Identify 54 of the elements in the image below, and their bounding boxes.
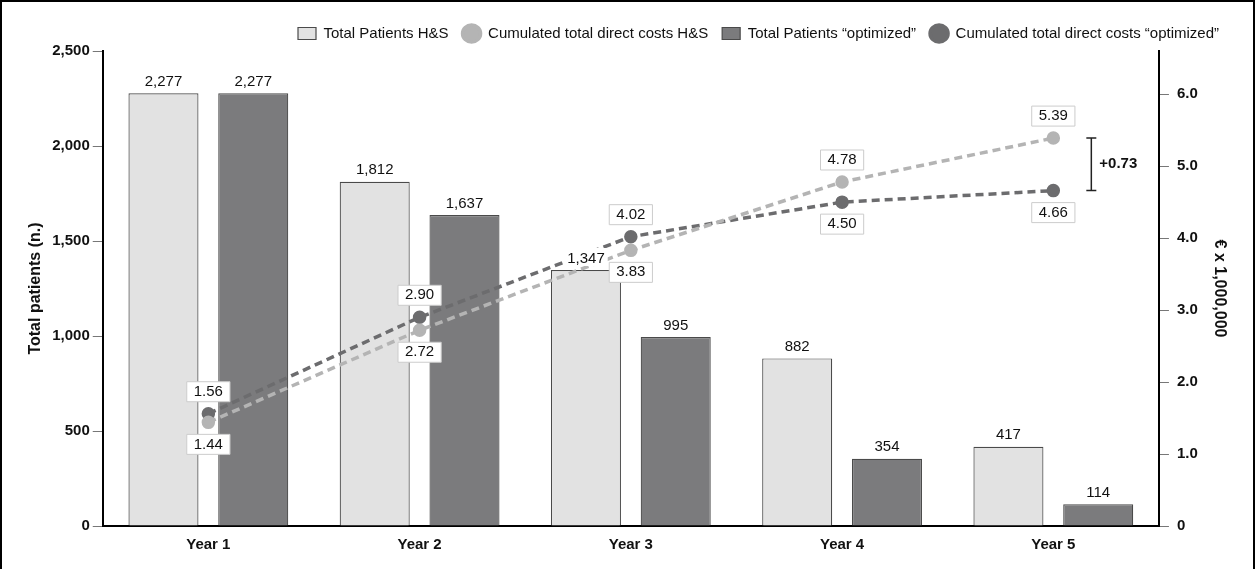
point — [835, 175, 849, 189]
point — [412, 310, 427, 325]
point — [624, 243, 638, 258]
y-tick-label: 500 — [64, 421, 90, 439]
data-label: 417 — [995, 425, 1021, 443]
x-tick-label: Year 2 — [397, 535, 442, 553]
data-label: 3.83 — [616, 262, 646, 280]
data-label: 354 — [874, 437, 900, 455]
data-label: 2,277 — [234, 72, 273, 90]
y2-tick-label: 2.0 — [1176, 372, 1198, 390]
y2-tick-label: 5.0 — [1176, 156, 1198, 174]
legend-label: Cumulated total direct costs H&S — [488, 23, 709, 41]
data-label: 2,277 — [144, 72, 183, 90]
x-tick-label: Year 5 — [1031, 535, 1076, 553]
x-tick-label: Year 4 — [819, 535, 865, 553]
y-tick-label: 1,000 — [52, 326, 90, 344]
y2-axis-title: € x 1,000,000 — [1211, 239, 1229, 338]
y2-tick-label: 1.0 — [1176, 444, 1198, 462]
data-label: 4.78 — [827, 150, 857, 168]
point — [624, 229, 638, 244]
annotation: +0.73 — [1099, 154, 1138, 172]
point — [835, 195, 849, 209]
y-tick-label: 2,000 — [52, 136, 90, 154]
y2-tick-label: 6.0 — [1176, 84, 1198, 102]
y-axis-title: Total patients (n.) — [26, 222, 44, 355]
data-label: 882 — [784, 337, 810, 355]
point — [412, 323, 427, 337]
data-label: 2.72 — [405, 342, 435, 360]
point — [201, 415, 216, 430]
y2-tick-label: 3.0 — [1176, 300, 1198, 318]
point — [1046, 183, 1061, 198]
data-label: 4.50 — [827, 214, 857, 232]
data-label: 1,637 — [445, 193, 484, 211]
y-tick-label: 1,500 — [52, 231, 90, 249]
data-label: 1.56 — [193, 381, 223, 399]
y-tick-label: 2,500 — [52, 41, 90, 59]
data-label: 114 — [1086, 482, 1111, 500]
legend-label: Total Patients “optimized” — [747, 23, 917, 41]
data-label: 995 — [663, 315, 689, 333]
data-label: 4.02 — [616, 204, 646, 222]
y-tick-label: 0 — [81, 516, 90, 534]
data-label: 1,812 — [355, 160, 394, 178]
y2-tick-label: 4.0 — [1176, 228, 1198, 246]
data-label: 1,347 — [567, 248, 605, 266]
x-tick-label: Year 3 — [608, 535, 653, 553]
y2-tick-label: 0 — [1176, 516, 1186, 534]
data-label: 4.66 — [1038, 202, 1068, 220]
legend-label: Total Patients H&S — [323, 23, 449, 41]
data-label: 1.44 — [193, 434, 223, 452]
point — [1046, 131, 1061, 145]
x-tick-label: Year 1 — [186, 535, 231, 553]
legend-label: Cumulated total direct costs “optimized” — [955, 23, 1219, 41]
data-label: 2.90 — [405, 285, 435, 303]
data-label: 5.39 — [1038, 106, 1068, 124]
